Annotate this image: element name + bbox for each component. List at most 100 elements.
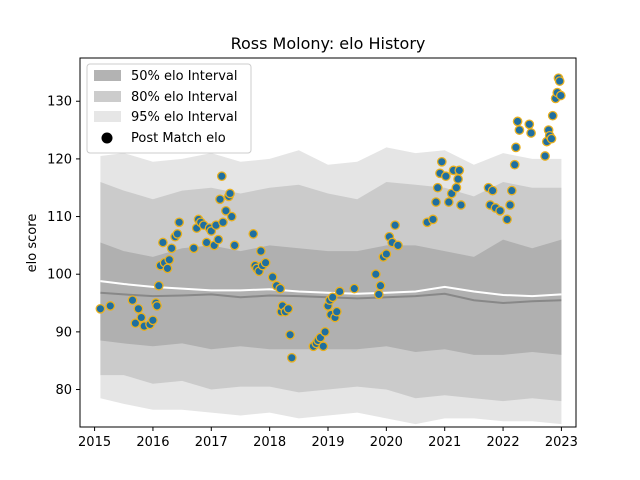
post-match-elo-point (130, 318, 141, 329)
post-match-elo-point (547, 110, 558, 121)
legend-label-50: 50% elo Interval (131, 69, 238, 84)
post-match-elo-point (136, 312, 147, 323)
post-match-elo-point (502, 214, 512, 225)
y-tick-label: 110 (47, 210, 72, 225)
y-tick-label: 100 (47, 268, 72, 283)
post-match-elo-point (172, 229, 183, 239)
post-match-elo-point (441, 171, 451, 182)
post-match-elo-point (436, 156, 447, 167)
post-match-elo-point (511, 142, 521, 153)
post-match-elo-point (283, 303, 294, 314)
post-match-elo-point (509, 159, 520, 170)
post-match-elo-point (506, 185, 517, 196)
x-axis: 2015 2016 2017 2018 2019 2020 2021 2022 2023 (78, 427, 578, 450)
post-match-elo-point (443, 197, 454, 207)
y-tick-label: 90 (55, 325, 72, 340)
x-tick-label: 2018 (253, 435, 286, 450)
x-tick-label: 2023 (545, 435, 578, 450)
post-match-elo-point (153, 280, 164, 291)
legend-label-post-match: Post Match elo (131, 131, 226, 146)
x-tick-label: 2021 (428, 435, 461, 450)
post-match-elo-point (331, 306, 342, 317)
post-match-elo-point (127, 295, 138, 306)
post-match-elo-point (318, 341, 329, 352)
post-match-elo-point (349, 283, 360, 294)
post-match-elo-point (526, 128, 536, 138)
post-match-elo-point (225, 188, 235, 199)
post-match-elo-point (451, 182, 462, 193)
post-match-elo-point (555, 90, 566, 101)
legend-label-95: 95% elo Interval (131, 110, 238, 125)
post-match-elo-point (256, 246, 266, 256)
post-match-elo-point (162, 263, 173, 274)
x-tick-label: 2017 (195, 435, 228, 450)
post-match-elo-point (286, 352, 297, 363)
post-match-elo-point (285, 329, 295, 340)
legend-swatch-50 (94, 70, 121, 81)
post-match-elo-point (370, 269, 381, 280)
post-match-elo-point (432, 182, 443, 193)
x-tick-label: 2019 (311, 435, 344, 450)
post-match-elo-point (524, 119, 535, 130)
legend: 50% elo Interval 80% elo Interval 95% el… (86, 63, 252, 154)
y-axis-label: elo score (25, 214, 40, 273)
post-match-elo-point (453, 174, 463, 184)
post-match-elo-point (174, 217, 185, 228)
x-tick-label: 2016 (136, 435, 169, 450)
post-match-elo-point (248, 229, 259, 239)
x-tick-label: 2020 (370, 435, 403, 450)
post-match-elo-point (133, 303, 144, 314)
post-match-elo-point (514, 125, 525, 135)
post-match-elo-point (393, 240, 403, 251)
post-match-elo-point (152, 301, 162, 311)
x-tick-label: 2022 (487, 435, 520, 450)
post-match-elo-point (215, 194, 225, 205)
x-tick-label: 2015 (78, 435, 111, 450)
post-match-elo-point (221, 205, 231, 216)
post-match-elo-point (164, 254, 175, 265)
y-tick-label: 130 (47, 95, 72, 110)
legend-marker-post-match (101, 132, 113, 144)
y-tick-label: 120 (47, 152, 72, 167)
post-match-elo-point (95, 303, 106, 314)
post-match-elo-point (505, 200, 515, 210)
legend-box (86, 63, 252, 154)
post-match-elo-point (554, 76, 565, 86)
post-match-elo-point (320, 327, 330, 337)
post-match-elo-point (454, 165, 465, 176)
legend-label-80: 80% elo Interval (131, 90, 238, 105)
post-match-elo-point (334, 286, 345, 297)
post-match-elo-point (375, 280, 386, 291)
post-match-elo-point (229, 240, 240, 251)
chart-title: Ross Molony: elo History (231, 34, 426, 53)
legend-swatch-95 (94, 111, 121, 122)
post-match-elo-point (218, 217, 228, 228)
post-match-elo-point (216, 171, 227, 182)
post-match-elo-point (373, 289, 384, 300)
post-match-elo-point (148, 315, 158, 326)
post-match-elo-point (260, 257, 271, 268)
y-axis: 80 90 100 110 120 130 (47, 95, 80, 398)
plot-area (95, 73, 566, 425)
post-match-elo-point (188, 243, 199, 254)
post-match-elo-point (390, 220, 400, 231)
mean-elo-line (100, 280, 562, 298)
y-tick-label: 80 (55, 383, 72, 398)
post-match-elo-point (267, 272, 278, 282)
post-match-elo-point (428, 214, 438, 225)
post-match-elo-point (487, 185, 498, 196)
post-match-elo-point (213, 234, 224, 245)
post-match-elo-point (431, 197, 441, 207)
post-match-elo-point (381, 249, 392, 259)
post-match-elo-point (456, 200, 466, 210)
post-match-elo-point (512, 116, 523, 127)
post-match-elo-point (226, 211, 237, 222)
post-match-elo-point (327, 292, 338, 303)
post-match-elo-point (540, 151, 550, 161)
post-match-elo-point (495, 205, 505, 216)
post-match-elo-point (105, 301, 116, 311)
post-match-elo-point (546, 133, 557, 144)
post-match-elo-point (275, 283, 286, 294)
post-match-elo-point (158, 237, 168, 248)
